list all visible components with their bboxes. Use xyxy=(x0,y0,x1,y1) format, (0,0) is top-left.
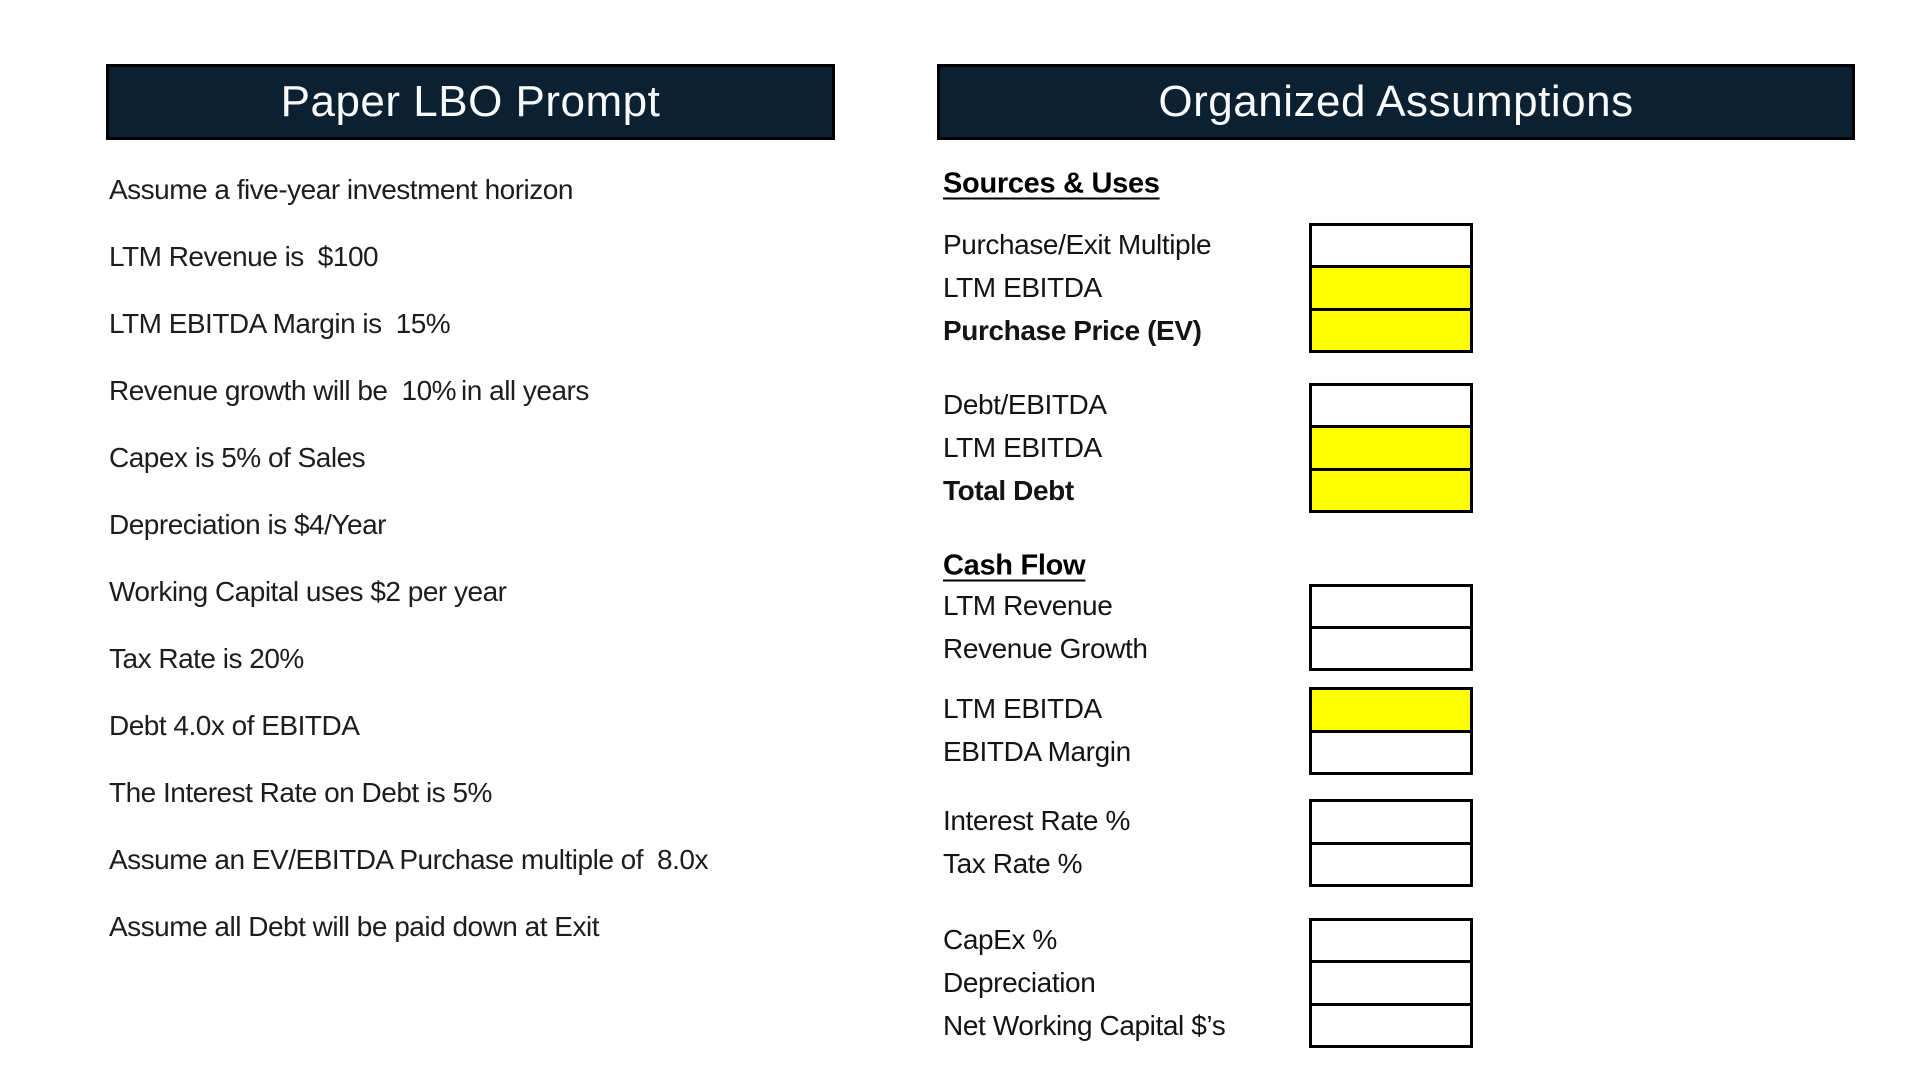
paper-lbo-title: Paper LBO Prompt xyxy=(280,77,661,126)
prompt-line-ltm-revenue: LTM Revenue is $100 xyxy=(109,240,379,272)
label-ltm-revenue: LTM Revenue xyxy=(943,590,1113,621)
prompt-value: 10% xyxy=(401,374,457,406)
section-heading-sources-uses: Sources & Uses xyxy=(943,167,1160,200)
prompt-line-interest-rate: The Interest Rate on Debt is 5% xyxy=(109,776,492,808)
label-purchase-exit-multiple: Purchase/Exit Multiple xyxy=(943,229,1212,260)
label-capex: CapEx % xyxy=(943,924,1057,955)
label-tax-rate: Tax Rate % xyxy=(943,848,1083,879)
box-stack-rates xyxy=(1309,799,1473,887)
label-ltm-ebitda-sources: LTM EBITDA xyxy=(943,272,1102,303)
input-cell-ltm-ebitda-cashflow[interactable] xyxy=(1312,690,1470,730)
prompt-line-investment-horizon: Assume a five-year investment horizon xyxy=(109,173,573,205)
label-interest-rate: Interest Rate % xyxy=(943,805,1130,836)
input-cell-net-working-capital[interactable] xyxy=(1312,1002,1470,1045)
input-cell-total-debt[interactable] xyxy=(1312,467,1470,510)
prompt-value: 15% xyxy=(395,307,451,339)
prompt-line-ebitda-margin: LTM EBITDA Margin is 15% xyxy=(109,307,451,339)
label-purchase-price-ev: Purchase Price (EV) xyxy=(943,315,1202,346)
input-cell-purchase-price-ev[interactable] xyxy=(1312,307,1470,350)
prompt-line-debt-multiple: Debt 4.0x of EBITDA xyxy=(109,709,360,741)
prompt-value: $100 xyxy=(317,240,379,272)
input-cell-tax-rate[interactable] xyxy=(1312,841,1470,884)
input-cell-revenue-growth[interactable] xyxy=(1312,626,1470,668)
input-cell-ltm-revenue[interactable] xyxy=(1312,587,1470,626)
prompt-list: Assume a five-year investment horizon LT… xyxy=(109,156,713,960)
paper-lbo-title-bar: Paper LBO Prompt xyxy=(106,64,835,140)
input-cell-purchase-exit-multiple[interactable] xyxy=(1312,226,1470,266)
prompt-value: 8.0x xyxy=(657,843,708,875)
box-stack-revenue xyxy=(1309,584,1473,671)
input-cell-interest-rate[interactable] xyxy=(1312,802,1470,842)
label-ltm-ebitda-debt: LTM EBITDA xyxy=(943,432,1102,463)
prompt-line-purchase-multiple: Assume an EV/EBITDA Purchase multiple of… xyxy=(109,843,708,875)
prompt-line-revenue-growth: Revenue growth will be 10% in all years xyxy=(109,374,589,406)
prompt-line-working-capital: Working Capital uses $2 per year xyxy=(109,575,507,607)
box-stack-capex-dep-nwc xyxy=(1309,918,1473,1048)
label-net-working-capital: Net Working Capital $’s xyxy=(943,1010,1226,1041)
organized-assumptions-title: Organized Assumptions xyxy=(1158,77,1634,126)
label-total-debt: Total Debt xyxy=(943,475,1074,506)
prompt-line-depreciation: Depreciation is $4/Year xyxy=(109,508,386,540)
prompt-line-debt-paydown: Assume all Debt will be paid down at Exi… xyxy=(109,910,599,942)
input-cell-ltm-ebitda-debt[interactable] xyxy=(1312,425,1470,468)
label-debt-ebitda: Debt/EBITDA xyxy=(943,389,1107,420)
label-ltm-ebitda-cashflow: LTM EBITDA xyxy=(943,693,1102,724)
label-ebitda-margin: EBITDA Margin xyxy=(943,736,1131,767)
input-cell-capex[interactable] xyxy=(1312,921,1470,961)
box-stack-sources-uses xyxy=(1309,223,1473,353)
label-revenue-growth: Revenue Growth xyxy=(943,633,1148,664)
input-cell-depreciation[interactable] xyxy=(1312,960,1470,1003)
input-cell-ebitda-margin[interactable] xyxy=(1312,729,1470,772)
organized-assumptions-title-bar: Organized Assumptions xyxy=(937,64,1855,140)
label-depreciation: Depreciation xyxy=(943,967,1096,998)
input-cell-ltm-ebitda-sources[interactable] xyxy=(1312,265,1470,308)
input-cell-debt-ebitda[interactable] xyxy=(1312,386,1470,426)
prompt-line-tax-rate: Tax Rate is 20% xyxy=(109,642,304,674)
prompt-line-capex: Capex is 5% of Sales xyxy=(109,441,366,473)
section-heading-cash-flow: Cash Flow xyxy=(943,549,1086,582)
box-stack-debt xyxy=(1309,383,1473,513)
box-stack-ebitda xyxy=(1309,687,1473,775)
